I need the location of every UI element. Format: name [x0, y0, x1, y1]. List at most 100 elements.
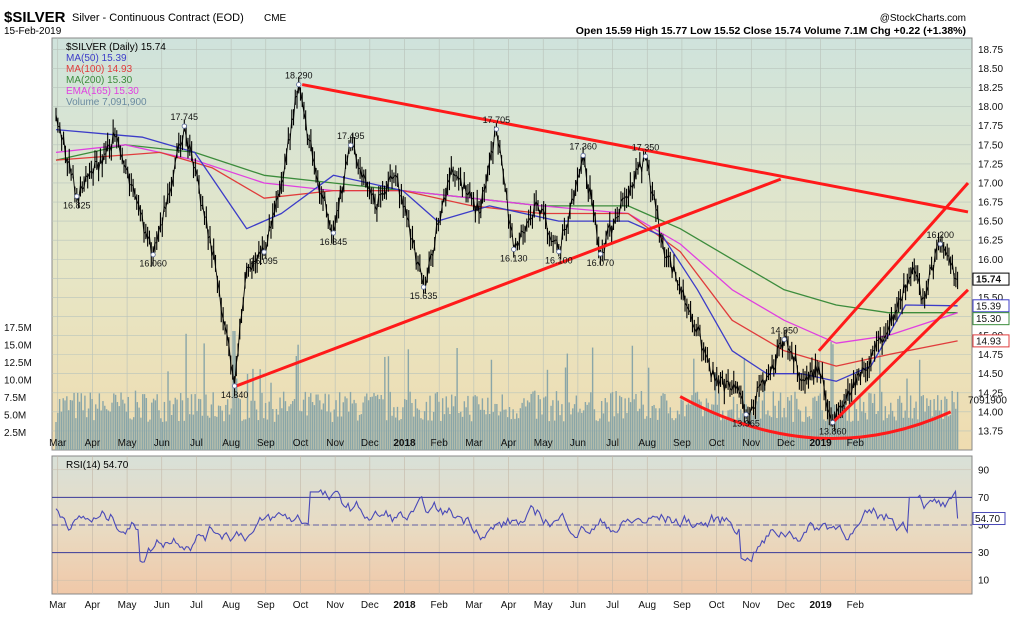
- volume-bar: [398, 420, 400, 450]
- y-tick-label: 17.25: [978, 159, 1003, 170]
- x-tick-label: May: [118, 438, 137, 449]
- volume-bar: [431, 420, 433, 450]
- volume-bar: [712, 404, 715, 450]
- volume-bar: [349, 391, 352, 450]
- volume-bar: [353, 399, 355, 450]
- volume-bar: [908, 417, 910, 450]
- volume-bar: [478, 404, 480, 450]
- pivot-label: 14.340: [221, 390, 249, 400]
- volume-bar: [503, 409, 505, 450]
- volume-bar: [519, 408, 522, 450]
- volume-bar: [95, 404, 97, 450]
- volume-bar: [369, 397, 372, 450]
- volume-bar: [221, 410, 223, 450]
- volume-bar: [523, 398, 525, 450]
- volume-bar: [402, 407, 404, 450]
- volume-bar: [702, 416, 704, 450]
- legend-ma100: MA(100) 14.93: [66, 64, 133, 75]
- volume-bar: [344, 396, 346, 450]
- volume-bar: [573, 404, 576, 450]
- volume-bar: [640, 390, 643, 450]
- volume-bar: [797, 409, 800, 450]
- volume-bar: [808, 416, 811, 450]
- x-tick-label-rsi: Dec: [777, 600, 795, 611]
- volume-bar: [787, 397, 789, 450]
- rsi-last-box: [972, 512, 1006, 526]
- trendline: [817, 181, 970, 352]
- volume-bar: [720, 420, 722, 450]
- volume-bar: [644, 418, 646, 450]
- volume-bar: [678, 414, 681, 450]
- volume-bar: [740, 409, 742, 450]
- rounding-bottom-arc: [679, 395, 952, 441]
- volume-bar: [671, 418, 673, 450]
- volume-bar: [55, 421, 57, 450]
- volume-bar: [557, 400, 559, 450]
- volume-bar: [436, 392, 438, 450]
- volume-bar: [273, 421, 276, 450]
- volume-bar: [895, 420, 897, 450]
- y-tick-label: 13.75: [978, 426, 1003, 437]
- volume-bar: [745, 404, 747, 450]
- volume-bar: [174, 397, 176, 450]
- volume-bar: [505, 409, 507, 450]
- volume-bar: [881, 391, 883, 450]
- volume-bar: [261, 392, 263, 450]
- volume-bar: [152, 398, 155, 450]
- volume-bar: [338, 392, 341, 450]
- volume-bar: [422, 419, 424, 450]
- volume-bar: [310, 393, 312, 450]
- volume-bar: [460, 411, 462, 450]
- volume-bar: [525, 406, 527, 450]
- price-tag-box: [972, 299, 1010, 313]
- x-tick-label: Sep: [257, 438, 275, 449]
- volume-bar: [669, 407, 672, 450]
- volume-bar: [494, 403, 496, 450]
- legend-ema165: EMA(165) 15.30: [66, 86, 139, 97]
- x-tick-label: Dec: [777, 438, 795, 449]
- trendline: [831, 288, 970, 424]
- volume-bar: [599, 418, 601, 450]
- volume-bar: [600, 401, 603, 450]
- volume-bar: [655, 408, 657, 450]
- volume-bar: [429, 395, 431, 450]
- volume-bar: [306, 415, 308, 450]
- volume-bar: [882, 420, 885, 450]
- x-tick-label: Mar: [465, 438, 483, 449]
- volume-bar: [615, 391, 617, 450]
- volume-bar: [687, 403, 690, 450]
- volume-bar: [812, 397, 814, 450]
- volume-bar: [790, 395, 793, 450]
- pivot-label: 13.965: [732, 419, 760, 429]
- volume-bar: [931, 416, 934, 450]
- volume-bar: [714, 372, 717, 450]
- volume-bar: [138, 407, 140, 450]
- volume-bar: [337, 416, 339, 450]
- volume-bar: [902, 417, 905, 450]
- volume-bar: [64, 400, 66, 450]
- volume-bar: [143, 394, 146, 450]
- volume-bar: [935, 410, 937, 450]
- volume-bar: [821, 410, 823, 450]
- volume-bar: [947, 416, 950, 450]
- volume-bar: [884, 406, 887, 450]
- volume-bar: [815, 400, 818, 450]
- volume-bar: [364, 396, 366, 450]
- volume-bar: [463, 401, 466, 450]
- pivot-label: 14.950: [770, 325, 798, 335]
- volume-bar: [577, 412, 579, 450]
- volume-bar: [837, 407, 840, 450]
- volume-bar: [207, 415, 209, 450]
- volume-bar: [416, 408, 419, 450]
- volume-bar: [597, 421, 599, 450]
- x-tick-label-rsi: Aug: [638, 600, 656, 611]
- volume-bar: [76, 392, 79, 450]
- x-tick-label: Aug: [638, 438, 656, 449]
- volume-bar: [268, 401, 270, 450]
- volume-bar: [342, 402, 344, 450]
- x-tick-label: Jun: [570, 438, 586, 449]
- x-tick-label: Feb: [847, 438, 865, 449]
- volume-bar: [219, 406, 222, 450]
- volume-bar: [814, 396, 816, 450]
- volume-bar: [544, 396, 547, 450]
